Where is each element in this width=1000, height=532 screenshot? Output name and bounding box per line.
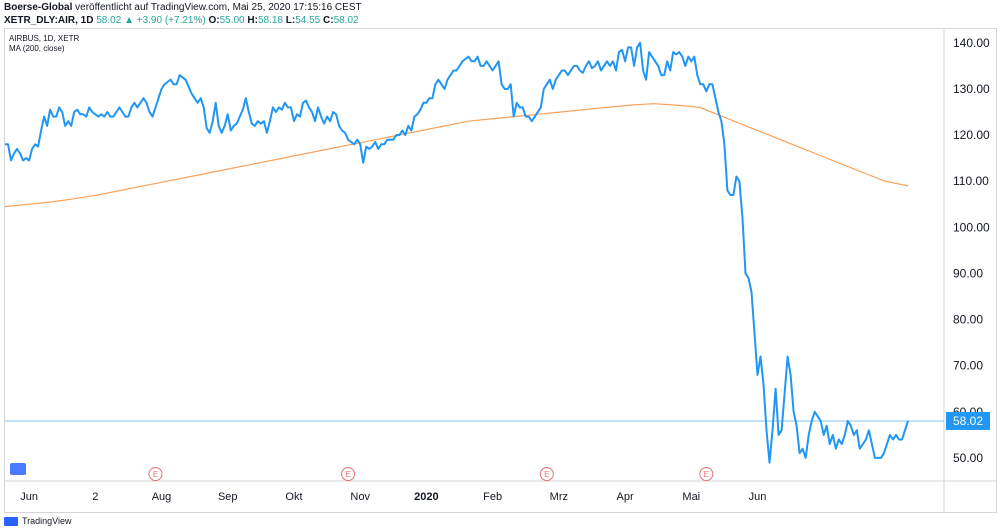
publish-info: Boerse-Global veröffentlicht auf Trading… (4, 2, 362, 13)
y-tick-label: 110.00 (953, 174, 989, 188)
earnings-marker (699, 467, 714, 481)
publisher-name: Boerse-Global (4, 2, 73, 13)
chart-watermark-icon (10, 463, 26, 475)
close-label: C: (323, 15, 334, 26)
chart-frame[interactable] (4, 28, 997, 513)
tradingview-icon (4, 516, 18, 526)
last-price-label: 58.02 (953, 414, 983, 428)
change-value: +3.90 (+7.21%) (136, 15, 206, 26)
high-value: 58.18 (257, 15, 283, 26)
price-line (5, 41, 909, 464)
x-tick-label: Okt (285, 491, 302, 503)
y-tick-label: 140.00 (953, 36, 990, 50)
earnings-marker-label: E (704, 470, 709, 479)
published-text: veröffentlicht auf TradingView.com, Mai … (75, 2, 362, 13)
x-tick-label: Sep (218, 491, 238, 503)
y-tick-label: 100.00 (953, 220, 990, 234)
tradingview-brand: TradingView (22, 516, 72, 526)
x-tick-label: Feb (483, 491, 502, 503)
y-tick-label: 120.00 (953, 128, 990, 142)
x-tick-label: Aug (152, 491, 172, 503)
last-price-label-bg (946, 411, 990, 430)
close-value: 58.02 (333, 15, 359, 26)
tradingview-logo: TradingView (4, 516, 72, 526)
y-tick-label: 50.00 (953, 451, 983, 465)
symbol-name: XETR_DLY:AIR, 1D (4, 15, 94, 26)
y-tick-label: 80.00 (953, 313, 983, 327)
low-value: 54.55 (295, 15, 321, 26)
x-tick-label: Mrz (550, 491, 568, 503)
x-tick-label: Nov (350, 491, 370, 503)
x-tick-label: Mai (682, 491, 700, 503)
earnings-marker (341, 467, 356, 481)
earnings-marker (539, 467, 554, 481)
symbol-info-bar: XETR_DLY:AIR, 1D 58.02 ▲ +3.90 (+7.21%) … (4, 15, 359, 26)
x-tick-label: Jun (749, 491, 767, 503)
y-tick-label: 70.00 (953, 359, 983, 373)
open-label: O: (208, 15, 220, 26)
legend-symbol: AIRBUS, 1D, XETR (9, 34, 80, 43)
legend-ma: MA (200, close) (9, 44, 65, 53)
earnings-marker-label: E (345, 470, 350, 479)
y-tick-label: 90.00 (953, 266, 983, 280)
low-label: L: (285, 15, 296, 26)
up-arrow-icon: ▲ (124, 15, 134, 26)
y-tick-label: 130.00 (953, 82, 990, 96)
earnings-marker-label: E (544, 470, 549, 479)
x-tick-label: 2020 (414, 491, 438, 503)
last-value: 58.02 (96, 15, 122, 26)
open-value: 55.00 (219, 15, 245, 26)
ma-200-line (4, 103, 909, 208)
high-label: H: (247, 15, 258, 26)
earnings-marker-label: E (153, 470, 158, 479)
x-tick-label: Apr (616, 491, 633, 503)
x-tick-label: 2 (92, 491, 98, 503)
x-tick-label: Jun (20, 491, 38, 503)
earnings-marker (148, 467, 163, 481)
